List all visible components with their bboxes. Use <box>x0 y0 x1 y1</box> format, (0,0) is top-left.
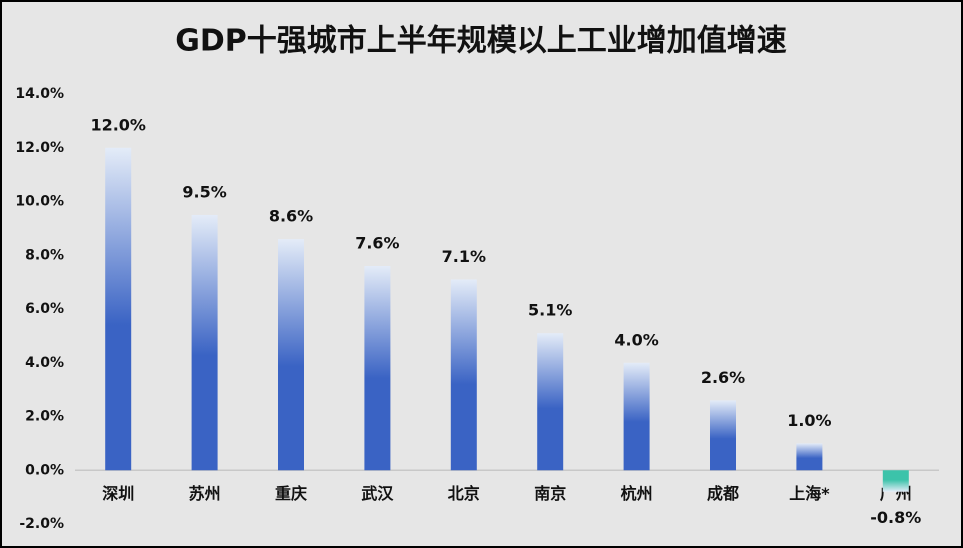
bar <box>278 239 304 471</box>
x-tick-label: 上海* <box>789 484 830 503</box>
bar <box>364 266 391 471</box>
x-tick-label: 武汉 <box>361 484 394 503</box>
x-tick-label: 深圳 <box>102 484 134 503</box>
y-tick-label: 14.0% <box>15 86 64 102</box>
value-label: 1.0% <box>787 411 831 430</box>
bar <box>882 470 909 492</box>
value-label: 12.0% <box>90 115 146 134</box>
y-tick-label: 12.0% <box>15 140 64 156</box>
x-tick-label: 杭州 <box>621 484 653 503</box>
x-tick-label: 北京 <box>448 484 480 503</box>
bar <box>623 362 650 471</box>
y-tick-label: 10.0% <box>15 194 64 210</box>
value-label: -0.8% <box>870 508 921 527</box>
y-tick-label: -2.0% <box>19 516 64 532</box>
value-label: 8.6% <box>269 207 313 226</box>
bar <box>450 279 477 471</box>
y-tick-label: 6.0% <box>25 301 64 317</box>
y-tick-label: 8.0% <box>25 247 64 263</box>
chart-title: GDP十强城市上半年规模以上工业增加值增速 <box>175 24 787 59</box>
x-tick-label: 苏州 <box>189 484 221 503</box>
value-label: 5.1% <box>528 301 572 320</box>
bar <box>710 400 736 471</box>
bar <box>105 147 132 471</box>
bar <box>191 214 218 471</box>
value-label: 9.5% <box>182 182 226 201</box>
x-tick-label: 南京 <box>534 484 566 503</box>
y-tick-label: 4.0% <box>25 355 64 371</box>
value-label: 7.1% <box>442 247 486 266</box>
value-label: 4.0% <box>614 330 658 349</box>
value-label: 2.6% <box>701 368 745 387</box>
y-tick-label: 2.0% <box>25 409 64 425</box>
y-tick-label: 0.0% <box>25 462 64 478</box>
x-tick-label: 重庆 <box>275 484 307 503</box>
bar <box>537 333 564 471</box>
x-tick-label: 成都 <box>707 484 739 503</box>
bar <box>796 443 823 471</box>
value-label: 7.6% <box>355 234 399 253</box>
